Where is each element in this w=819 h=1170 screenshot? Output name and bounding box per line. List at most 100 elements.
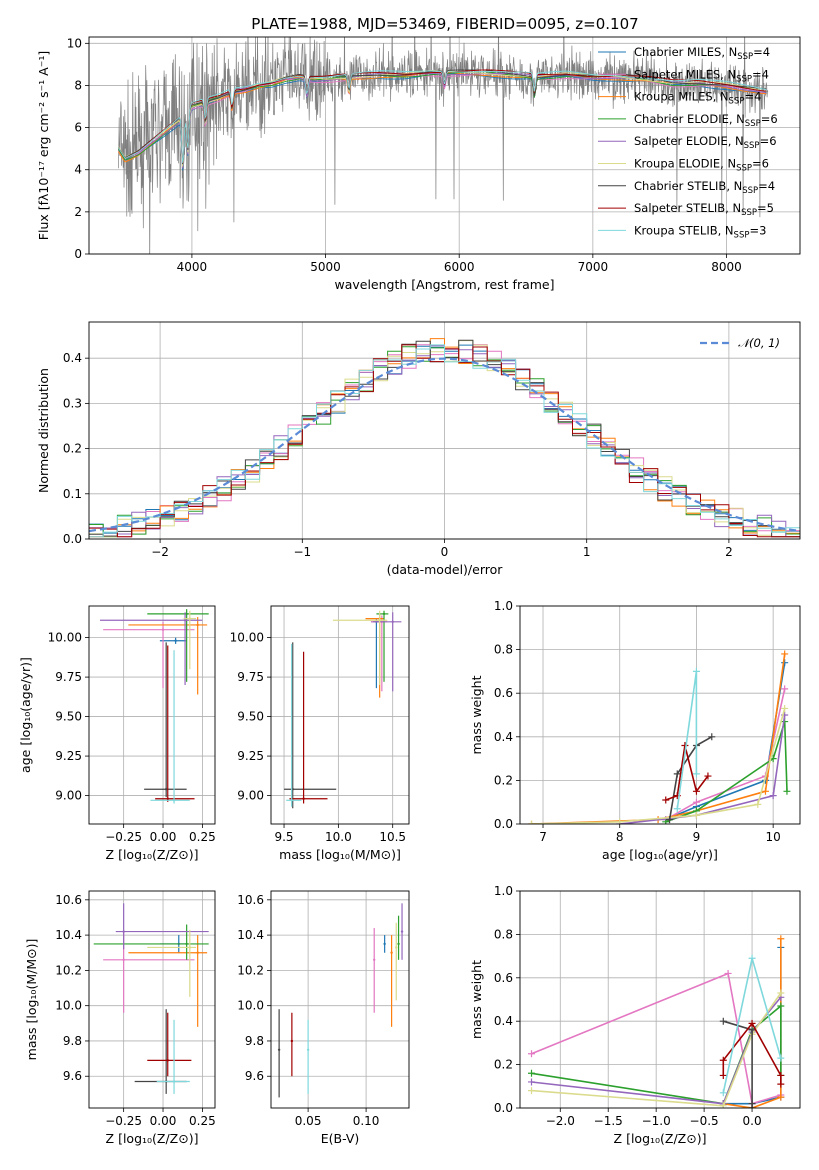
y-tick-label: 1.0 [494, 884, 513, 898]
legend-label: Chabrier MILES, NSSP=4 [634, 45, 770, 62]
y-axis-label: mass weight [469, 960, 484, 1039]
plus-marker [528, 1069, 536, 1077]
y-tick-label: 9.75 [55, 670, 82, 684]
x-tick-label: 7000 [578, 260, 609, 274]
x-tick-label: −0.25 [105, 830, 142, 844]
axes-frame [88, 36, 801, 255]
y-tick-label: 9.00 [237, 789, 264, 803]
panel-age-vs-Z: −0.25 0.00 0.25 9.00 9.25 9.50 9.75 10.00 Z [log… [18, 605, 216, 862]
x-axis-label: Z [log₁₀(Z/Z⊙)] [106, 1131, 199, 1146]
plus-marker [692, 770, 700, 778]
plus-marker [777, 1002, 785, 1010]
x-tick-label: 9.5 [274, 830, 293, 844]
data-point [383, 942, 386, 946]
data-point [172, 799, 176, 802]
y-tick-label: 0.0 [63, 532, 82, 546]
plus-marker [748, 1019, 756, 1027]
axes-frame [270, 890, 410, 1109]
gaussian-curve [89, 357, 798, 533]
plus-marker [761, 787, 769, 795]
legend-label: Chabrier ELODIE, NSSP=6 [634, 112, 778, 129]
y-tick-label: 0.6 [494, 971, 513, 985]
data-point [185, 612, 188, 616]
y-tick-label: 0 [74, 247, 82, 261]
plus-marker [719, 1102, 727, 1108]
panel-mass-vs-Z: −0.25 0.00 0.25 9.6 9.8 10.0 10.2 10.4 10.6 Z [lo… [24, 890, 216, 1146]
y-tick-label: 10.00 [230, 631, 264, 645]
plus-marker [777, 1080, 785, 1088]
series-line-salpeter-miles [665, 688, 786, 821]
data-point [391, 620, 394, 623]
plot-area [118, 37, 769, 254]
x-tick-label: 0.00 [150, 830, 177, 844]
data-point [390, 951, 393, 954]
x-tick-label: −0.5 [690, 1114, 719, 1128]
data-point [382, 612, 386, 616]
plus-marker [777, 935, 785, 943]
y-tick-label: 0.1 [63, 487, 82, 501]
data-point [395, 946, 398, 949]
panel-mass-weight-vs-age: 7 8 9 10 0.0 0.2 0.4 0.6 0.8 1.0 age [log₁₀(age/yr… [469, 599, 801, 862]
series-line-kroupa-stelib [676, 671, 698, 809]
plus-marker [781, 659, 789, 667]
y-tick-label: 0.4 [494, 730, 513, 744]
plus-marker [681, 742, 689, 750]
plus-marker [748, 954, 756, 962]
y-tick-label: 2 [74, 205, 82, 219]
x-tick-label: 2 [725, 545, 733, 559]
panel-spectrum: 4000 5000 6000 7000 8000 0 2 4 6 8 10 wavelength [A… [36, 36, 801, 292]
grid [89, 891, 215, 1108]
plus-marker [724, 969, 732, 977]
axes-frame [519, 605, 801, 825]
residual-hist-salpeter-stelib [89, 344, 800, 538]
series-line-chabrier-miles [665, 662, 786, 821]
plot-area [89, 338, 800, 538]
y-tick-label: 9.8 [245, 1034, 264, 1048]
series-line-salpeter-stelib [665, 745, 709, 801]
plot-area [528, 650, 791, 824]
data-point [290, 1039, 294, 1043]
x-axis-label: wavelength [Angstrom, rest frame] [334, 277, 554, 292]
plus-marker [692, 811, 700, 819]
x-tick-label: 8000 [711, 260, 742, 274]
plot-area [93, 903, 209, 1094]
plus-marker [748, 1104, 756, 1108]
legend-label: Salpeter STELIB, NSSP=5 [634, 201, 774, 218]
plot-area [284, 610, 402, 809]
x-tick-label: 10.0 [325, 830, 352, 844]
x-tick-label: 0.05 [295, 1114, 322, 1128]
plus-marker [781, 650, 789, 658]
legend-label: Salpeter MILES, NSSP=4 [634, 67, 769, 84]
data-point [161, 628, 165, 631]
plus-marker [704, 772, 712, 780]
x-tick-label: 1 [583, 545, 591, 559]
y-tick-label: 10.2 [55, 963, 82, 977]
y-axis-label: mass [log₁₀(M/M⊙)] [24, 939, 39, 1061]
data-point [166, 797, 169, 800]
plus-marker [528, 820, 536, 824]
x-tick-label: 9 [693, 830, 701, 844]
legend-label: Salpeter ELODIE, NSSP=6 [634, 134, 777, 151]
plus-marker [777, 1071, 785, 1079]
y-tick-label: 8 [74, 78, 82, 92]
grid [271, 606, 409, 824]
x-tick-label: 0.25 [189, 830, 216, 844]
x-tick-label: −2.0 [546, 1114, 575, 1128]
y-axis-label: age [log₁₀(age/yr)] [18, 657, 33, 773]
x-tick-label: 4000 [177, 260, 208, 274]
y-axis-label: Normed distribution [36, 368, 51, 493]
grid [520, 605, 800, 825]
panel-residuals: −2 −1 0 1 2 0.0 0.1 0.2 0.3 0.4 (data-model)/error… [36, 321, 801, 577]
plus-marker [769, 792, 777, 800]
y-axis-label: Flux [fλ10⁻¹⁷ erg cm⁻² s⁻¹ A⁻¹] [36, 51, 51, 240]
data-point [400, 930, 404, 933]
y-tick-label: 9.50 [55, 710, 82, 724]
x-tick-label: 5000 [310, 260, 341, 274]
data-point [166, 1059, 169, 1062]
y-tick-label: 0.2 [63, 442, 82, 456]
legend: Chabrier MILES, NSSP=4 Salpeter MILES, NS… [598, 45, 778, 240]
x-axis-label: (data-model)/error [387, 562, 504, 577]
x-tick-label: −1.0 [642, 1114, 671, 1128]
y-tick-label: 0.0 [494, 817, 513, 831]
